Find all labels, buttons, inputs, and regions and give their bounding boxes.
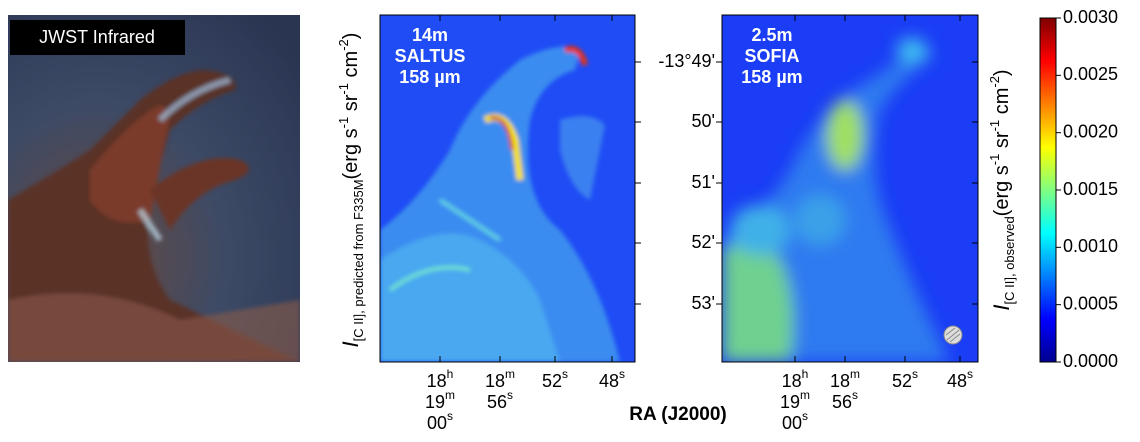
ra-tick-label: 00s [782,409,808,433]
colorbar-tick-label: 0.0000 [1063,351,1118,371]
panel-frame [379,14,636,363]
ra-tick-label: 48s [947,367,973,391]
ra-tick-label: 56s [832,388,858,412]
ra-unit: m [850,367,860,381]
unit-text: sr [340,94,362,117]
dec-tick-label: 53' [692,293,715,313]
unit-text: ) [991,69,1013,76]
colorbar-tick-label: 0.0030 [1063,7,1118,27]
dec-tick-label: 52' [692,232,715,252]
ra-number: 00 [427,413,447,433]
ra-number: 52 [892,371,912,391]
ra-unit: h [802,367,809,381]
ra-tick-label: 56s [487,388,513,412]
panel-title: 158 µm [399,67,460,87]
unit-text: (erg s [340,128,362,179]
colorbar-tick-label: 0.0025 [1063,64,1118,84]
panel-title: SALTUS [395,46,466,66]
saltus-map [380,15,635,362]
ra-unit: m [505,367,515,381]
sofia-map [722,15,978,362]
ra-unit: s [912,367,918,381]
ra-number: 19 [425,392,445,412]
unit-exponent: -1 [987,154,1002,166]
y-axis-label: I[C II], observed(erg s-1 sr-1 cm-2) [987,69,1017,310]
ra-number: 18 [427,371,447,391]
image-label: JWST Infrared [39,27,155,47]
colorbar-tick-label: 0.0015 [1063,179,1118,199]
ra-tick-label: 48s [599,367,625,391]
ra-number: 19 [780,392,800,412]
y-axis-label: I[C II], predicted from F335M(erg s-1 sr… [336,33,366,348]
unit-exponent: -1 [336,83,351,95]
jwst-image [8,15,300,362]
ra-unit: s [967,367,973,381]
unit-exponent: -1 [336,117,351,129]
ra-tick-label: 00s [427,409,453,433]
symbol: I [338,341,363,347]
ra-number: 18 [830,371,850,391]
ra-number: 48 [599,371,619,391]
unit-text: sr [991,131,1013,154]
unit-exponent: -1 [987,120,1002,132]
unit-text: cm [991,88,1013,120]
panel-title: 158 µm [741,67,802,87]
subscript: [C II], predicted from F335M [351,179,366,341]
ra-unit: m [800,388,810,402]
ra-number: 52 [542,371,562,391]
ra-unit: s [447,409,453,423]
ra-number: 00 [782,413,802,433]
ra-tick-label: 18m [485,367,515,391]
colorbar-tick-label: 0.0010 [1063,236,1118,256]
ra-tick-label: 52s [542,367,568,391]
ra-number: 56 [832,392,852,412]
ra-unit: h [447,367,454,381]
ra-unit: s [562,367,568,381]
ra-tick-label: 18h [782,367,809,391]
symbol: I [989,304,1014,310]
colorbar-tick-label: 0.0005 [1063,293,1118,313]
ra-tick-label: 52s [892,367,918,391]
ra-unit: s [802,409,808,423]
dec-tick-label: 50' [692,111,715,131]
ra-unit: m [445,388,455,402]
ra-unit: s [852,388,858,402]
unit-exponent: -2 [987,76,1002,88]
ra-tick-label: 18h [427,367,454,391]
ra-unit: s [507,388,513,402]
unit-text: (erg s [991,165,1013,216]
unit-exponent: -2 [336,39,351,51]
ra-number: 48 [947,371,967,391]
colorbar [1039,17,1057,363]
ra-tick-label: 19m [780,388,810,412]
panel-frame [721,14,979,363]
colorbar-tick-label: 0.0020 [1063,121,1118,141]
unit-text: cm [340,51,362,83]
ra-unit: s [619,367,625,381]
ra-number: 56 [487,392,507,412]
panel-title: 14m [412,25,448,45]
panel-title: 2.5m [751,25,792,45]
subscript: [C II], observed [1002,216,1017,304]
ra-tick-label: 18m [830,367,860,391]
unit-text: ) [340,33,362,40]
ra-tick-label: 19m [425,388,455,412]
ra-number: 18 [782,371,802,391]
x-axis-label: RA (J2000) [629,404,727,425]
ra-number: 18 [485,371,505,391]
dec-tick-label: 51' [692,172,715,192]
dec-tick-label: -13°49' [658,51,715,71]
panel-title: SOFIA [744,46,799,66]
